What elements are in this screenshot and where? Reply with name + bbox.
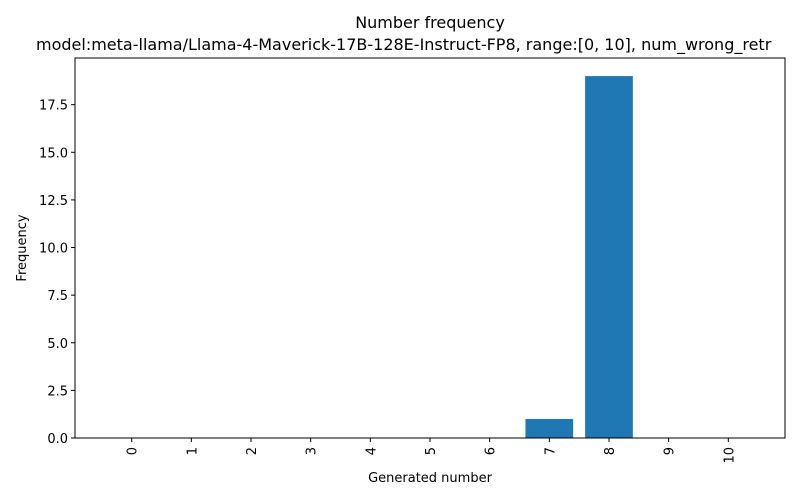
chart-subtitle: model:meta-llama/Llama-4-Maverick-17B-12…: [36, 35, 772, 55]
y-axis: 0.0 2.5 5.0 7.5 10.0 12.5 15.0 17.5: [39, 99, 75, 447]
bars-group: [525, 76, 633, 438]
y-tick-label: 15.0: [39, 146, 68, 161]
x-tick-label: 3: [305, 447, 320, 455]
x-tick-label: 4: [364, 447, 379, 455]
x-tick-label: 5: [424, 447, 439, 455]
x-axis: 0 1 2 3 4 5 6 7 8 9 10: [126, 438, 737, 464]
x-tick-label: 0: [126, 447, 141, 455]
x-tick-label: 6: [484, 447, 499, 455]
y-tick-label: 0.0: [47, 432, 68, 447]
y-axis-label: Frequency: [15, 214, 30, 281]
x-tick-label: 9: [663, 447, 678, 455]
bar-8: [585, 76, 633, 438]
x-tick-label: 2: [245, 447, 260, 455]
bar-7: [525, 418, 574, 438]
y-tick-label: 5.0: [47, 337, 68, 352]
x-tick-label: 10: [722, 447, 737, 464]
x-tick-label: 7: [543, 447, 558, 455]
x-tick-label: 8: [603, 447, 618, 455]
x-tick-label: 1: [185, 447, 200, 455]
y-tick-label: 2.5: [47, 384, 68, 399]
y-tick-label: 10.0: [39, 242, 68, 257]
x-axis-label: Generated number: [368, 471, 492, 486]
chart-title: Number frequency: [355, 13, 505, 32]
y-tick-label: 12.5: [39, 194, 68, 209]
y-tick-label: 17.5: [39, 99, 68, 114]
plot-frame: [74, 57, 786, 439]
y-tick-label: 7.5: [47, 289, 68, 304]
